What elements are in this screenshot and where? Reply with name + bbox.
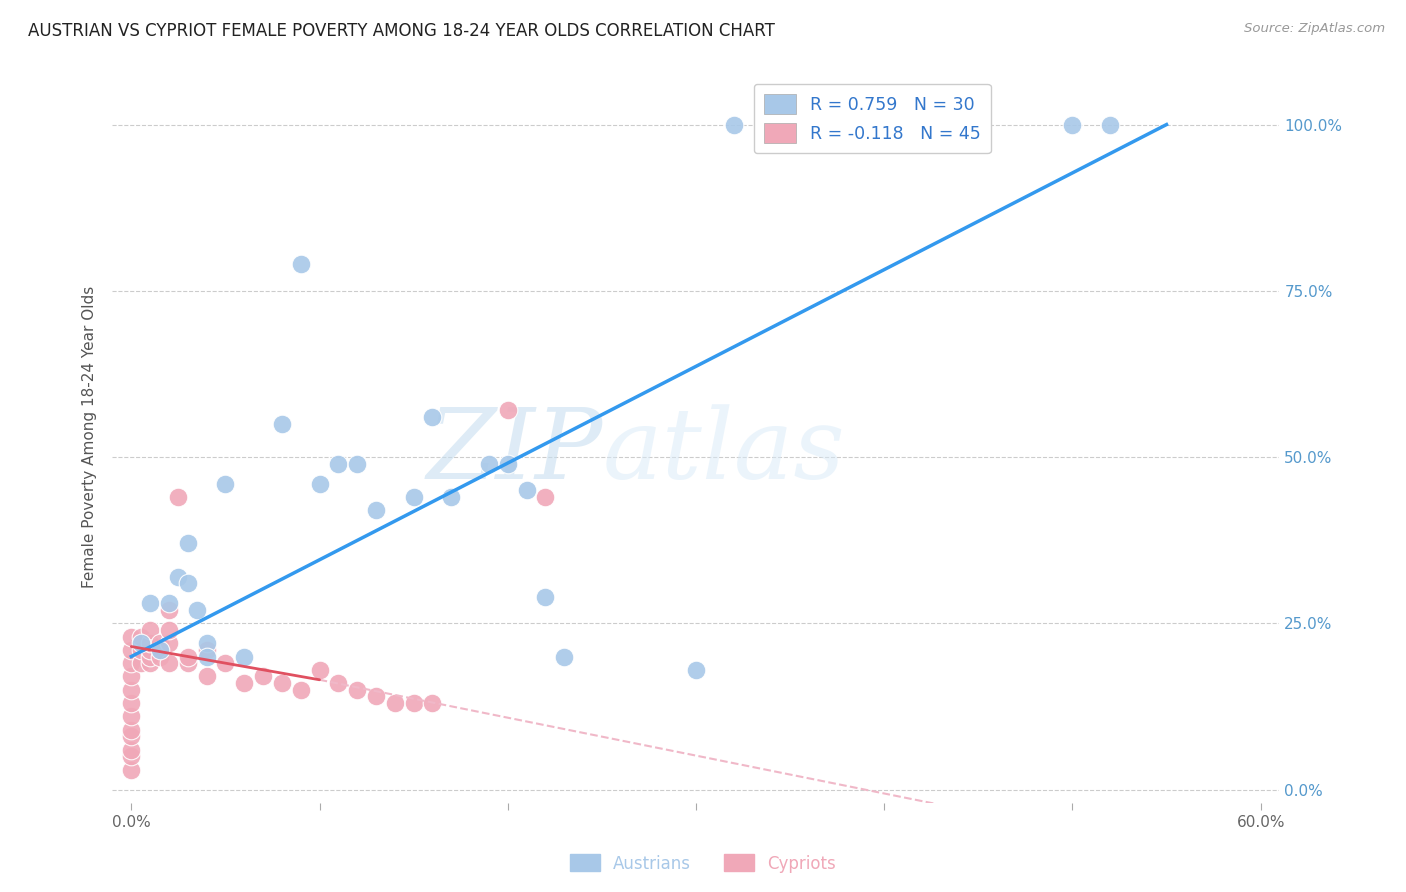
Point [364, 503, 387, 517]
Text: ZIP: ZIP [426, 404, 603, 500]
Point [157, 596, 180, 610]
Point [148, 636, 170, 650]
Point [120, 682, 142, 697]
Point [233, 676, 256, 690]
Point [129, 636, 152, 650]
Point [346, 682, 368, 697]
Point [129, 630, 152, 644]
Point [1062, 118, 1084, 132]
Point [346, 457, 368, 471]
Point [290, 682, 312, 697]
Point [177, 649, 200, 664]
Point [402, 696, 425, 710]
Point [139, 649, 162, 664]
Point [534, 590, 557, 604]
Point [723, 118, 745, 132]
Point [120, 749, 142, 764]
Point [148, 643, 170, 657]
Point [186, 603, 208, 617]
Point [167, 570, 190, 584]
Point [195, 636, 218, 650]
Point [139, 596, 162, 610]
Point [157, 636, 180, 650]
Point [129, 656, 152, 670]
Point [496, 403, 519, 417]
Point [195, 643, 218, 657]
Point [308, 476, 330, 491]
Point [553, 649, 575, 664]
Text: atlas: atlas [603, 404, 845, 500]
Point [516, 483, 538, 498]
Point [148, 649, 170, 664]
Point [120, 709, 142, 723]
Point [440, 490, 463, 504]
Point [270, 676, 292, 690]
Point [177, 536, 200, 550]
Point [422, 410, 444, 425]
Point [139, 643, 162, 657]
Point [195, 669, 218, 683]
Point [1099, 118, 1122, 132]
Point [214, 656, 236, 670]
Point [422, 696, 444, 710]
Point [328, 676, 350, 690]
Point [402, 490, 425, 504]
Point [120, 669, 142, 683]
Point [120, 729, 142, 743]
Point [308, 663, 330, 677]
Text: Source: ZipAtlas.com: Source: ZipAtlas.com [1244, 22, 1385, 36]
Point [120, 763, 142, 777]
Point [270, 417, 292, 431]
Point [195, 649, 218, 664]
Point [214, 476, 236, 491]
Point [139, 623, 162, 637]
Point [139, 656, 162, 670]
Point [177, 656, 200, 670]
Point [290, 257, 312, 271]
Point [120, 696, 142, 710]
Point [139, 636, 162, 650]
Point [364, 690, 387, 704]
Y-axis label: Female Poverty Among 18-24 Year Olds: Female Poverty Among 18-24 Year Olds [82, 286, 97, 588]
Point [534, 490, 557, 504]
Point [167, 490, 190, 504]
Point [685, 663, 707, 677]
Point [120, 643, 142, 657]
Point [384, 696, 406, 710]
Point [157, 656, 180, 670]
Point [120, 723, 142, 737]
Point [478, 457, 501, 471]
Point [233, 649, 256, 664]
Point [129, 643, 152, 657]
Point [120, 656, 142, 670]
Text: AUSTRIAN VS CYPRIOT FEMALE POVERTY AMONG 18-24 YEAR OLDS CORRELATION CHART: AUSTRIAN VS CYPRIOT FEMALE POVERTY AMONG… [28, 22, 775, 40]
Legend: Austrians, Cypriots: Austrians, Cypriots [562, 847, 844, 880]
Point [120, 742, 142, 756]
Point [252, 669, 274, 683]
Point [496, 457, 519, 471]
Point [120, 630, 142, 644]
Point [328, 457, 350, 471]
Point [157, 603, 180, 617]
Point [177, 576, 200, 591]
Point [157, 623, 180, 637]
Legend: R = 0.759   N = 30, R = -0.118   N = 45: R = 0.759 N = 30, R = -0.118 N = 45 [754, 84, 991, 153]
